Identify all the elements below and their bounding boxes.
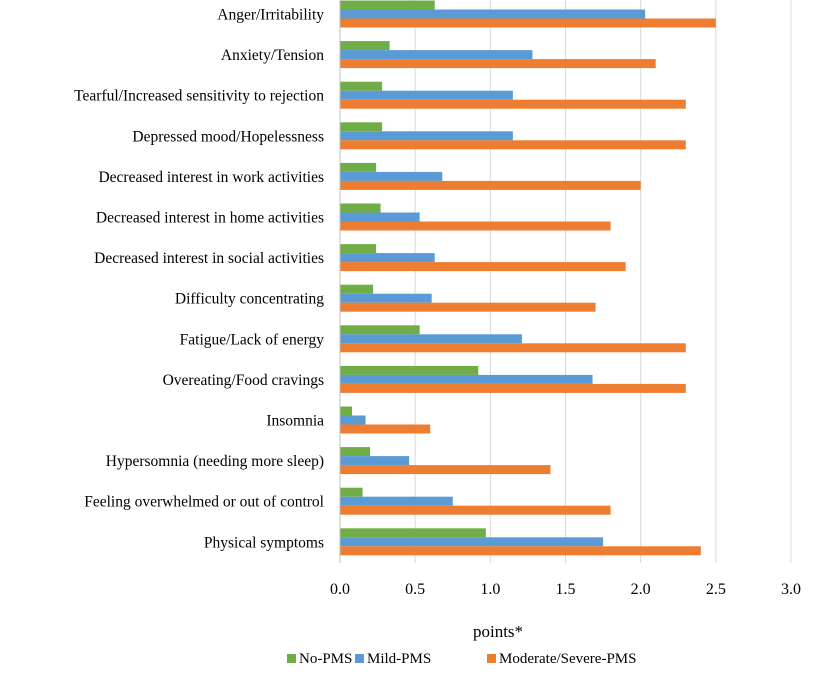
bar-no-pms: [340, 447, 371, 457]
legend-label: Moderate/Severe-PMS: [499, 651, 636, 667]
category-label: Hypersomnia (needing more sleep): [106, 453, 324, 470]
bar-mild-pms: [340, 131, 513, 141]
x-tick-labels: 0.0 0.5 1.0 1.5 2.0 2.5 3.0: [330, 581, 801, 598]
category-label: Fatigue/Lack of energy: [180, 331, 325, 348]
bar-no-pms: [340, 41, 390, 51]
bar-mild-pms: [340, 90, 513, 100]
category-label: Depressed mood/Hopelessness: [132, 128, 324, 145]
bar-no-pms: [340, 122, 383, 132]
category-label: Anger/Irritability: [217, 7, 324, 24]
legend-label: Mild-PMS: [367, 651, 431, 667]
x-tick-label: 2.0: [631, 581, 651, 598]
bar-moderate-severe-pms: [340, 465, 551, 475]
legend-label: No-PMS: [299, 651, 352, 667]
legend-swatch: [487, 654, 496, 663]
bar-no-pms: [340, 162, 377, 172]
bar-no-pms: [340, 244, 377, 254]
category-label: Difficulty concentrating: [175, 291, 324, 308]
category-label: Tearful/Increased sensitivity to rejecti…: [74, 88, 324, 105]
legend-swatch: [355, 654, 364, 663]
category-labels: Anger/Irritability Anxiety/Tension Tearful…: [74, 7, 324, 552]
x-tick-label: 3.0: [781, 581, 801, 598]
bar-moderate-severe-pms: [340, 140, 686, 150]
x-tick-label: 1.0: [480, 581, 500, 598]
bar-no-pms: [340, 325, 420, 335]
bar-mild-pms: [340, 9, 646, 19]
bar-no-pms: [340, 406, 353, 416]
bar-mild-pms: [340, 496, 453, 506]
bar-no-pms: [340, 528, 486, 538]
category-label: Physical symptoms: [204, 534, 324, 551]
bar-no-pms: [340, 487, 363, 497]
gridlines: [414, 0, 792, 563]
bar-mild-pms: [340, 334, 522, 344]
bar-mild-pms: [340, 171, 443, 181]
bar-moderate-severe-pms: [340, 262, 626, 272]
category-label: Feeling overwhelmed or out of control: [84, 494, 324, 511]
bar-mild-pms: [340, 293, 432, 303]
bar-moderate-severe-pms: [340, 99, 686, 109]
x-tick-label: 0.5: [405, 581, 425, 598]
bars: [340, 0, 716, 556]
category-label: Insomnia: [266, 413, 324, 430]
bar-no-pms: [340, 365, 479, 375]
category-label: Decreased interest in work activities: [98, 169, 324, 186]
bar-mild-pms: [340, 456, 410, 466]
bar-mild-pms: [340, 537, 604, 547]
category-label: Overeating/Food cravings: [163, 372, 324, 389]
bar-mild-pms: [340, 212, 420, 222]
bar-moderate-severe-pms: [340, 546, 701, 556]
bar-no-pms: [340, 284, 374, 294]
x-tick-label: 2.5: [706, 581, 726, 598]
x-tick-label: 0.0: [330, 581, 350, 598]
bar-moderate-severe-pms: [340, 505, 611, 515]
bar-moderate-severe-pms: [340, 59, 656, 69]
bar-moderate-severe-pms: [340, 302, 596, 312]
bar-mild-pms: [340, 253, 435, 263]
bar-moderate-severe-pms: [340, 180, 641, 190]
x-tick-label: 1.5: [556, 581, 576, 598]
bar-mild-pms: [340, 50, 533, 60]
category-label: Decreased interest in social activities: [94, 250, 324, 267]
bar-moderate-severe-pms: [340, 383, 686, 393]
bar-no-pms: [340, 0, 435, 10]
bar-mild-pms: [340, 415, 366, 425]
category-label: Decreased interest in home activities: [96, 210, 324, 227]
legend: No-PMS Mild-PMS Moderate/Severe-PMS: [287, 651, 636, 667]
bar-mild-pms: [340, 374, 593, 384]
bar-moderate-severe-pms: [340, 424, 431, 434]
x-axis-title: points*: [473, 622, 523, 641]
bar-no-pms: [340, 81, 383, 91]
legend-swatch: [287, 654, 296, 663]
category-label: Anxiety/Tension: [221, 47, 324, 64]
bar-moderate-severe-pms: [340, 18, 716, 28]
bar-moderate-severe-pms: [340, 343, 686, 353]
bar-moderate-severe-pms: [340, 221, 611, 231]
bar-no-pms: [340, 203, 381, 213]
